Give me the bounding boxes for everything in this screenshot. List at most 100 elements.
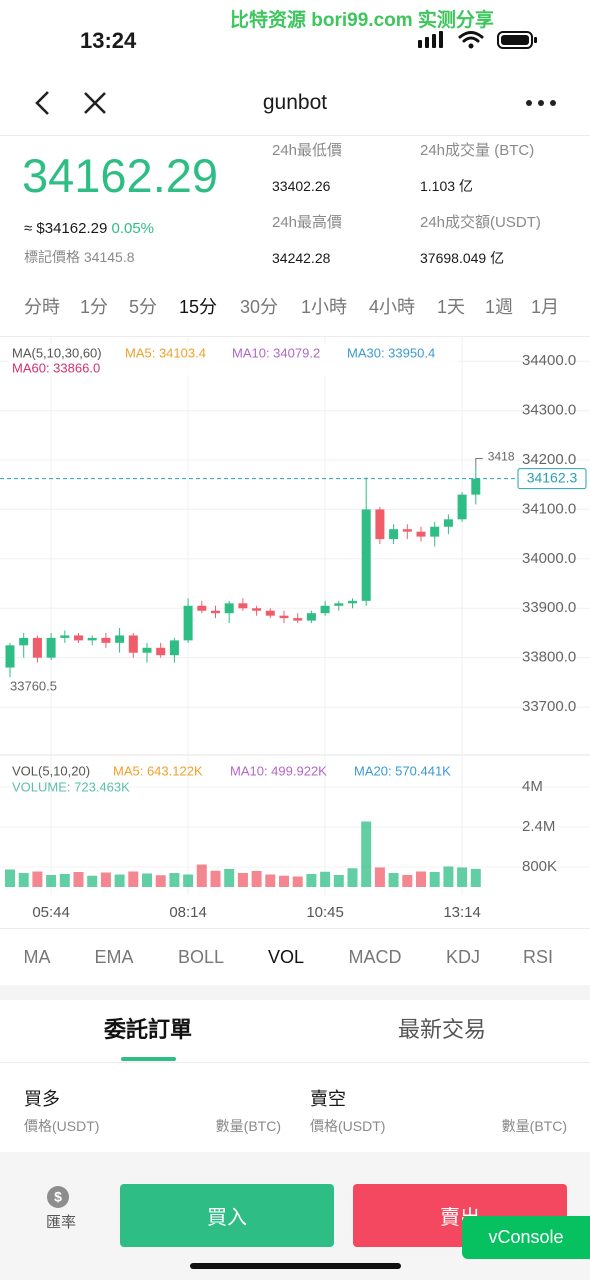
y-tick-label: 4M (522, 778, 543, 795)
volume-bar (333, 875, 344, 887)
stat-label: 24h成交量 (BTC) (420, 142, 535, 159)
legend-entry: MA5: 34103.4 (125, 345, 206, 360)
x-tick-label: 10:45 (306, 904, 344, 921)
volume-bar (73, 872, 84, 887)
indicator-tab[interactable]: MACD (348, 947, 402, 967)
volume-bar (306, 874, 317, 887)
timeframe-tab[interactable]: 15分 (178, 297, 218, 317)
sell-title: 賣空 (310, 1089, 346, 1109)
candle-body (238, 603, 248, 609)
timeframe-tab[interactable]: 1分 (79, 297, 109, 317)
legend-entry: MA10: 499.922K (230, 763, 327, 778)
mark-price: 標記價格 34145.8 (24, 249, 135, 265)
candle-body (471, 478, 481, 495)
timeframe-tab[interactable]: 4小時 (368, 297, 416, 317)
candle-body (402, 529, 412, 532)
candle-body (19, 637, 29, 646)
stat-label: 24h最低價 (272, 142, 343, 159)
rate-label[interactable]: 匯率 (45, 1214, 77, 1231)
x-tick-label: 13:14 (443, 904, 481, 921)
candle-body (389, 529, 399, 540)
timeframe-tab[interactable]: 分時 (24, 297, 60, 317)
candle-body (60, 635, 70, 638)
close-button[interactable] (84, 92, 106, 114)
indicator-tab[interactable]: RSI (522, 947, 554, 967)
last-price: 34162.29 (22, 149, 219, 202)
timeframe-tab[interactable]: 1小時 (300, 297, 348, 317)
vconsole-button[interactable]: vConsole (462, 1216, 590, 1259)
volume-bar (114, 874, 125, 887)
nav-icons (35, 91, 106, 115)
candle-body (224, 603, 234, 614)
candle-body (320, 605, 330, 614)
status-time: 13:24 (80, 28, 137, 53)
home-indicator (190, 1263, 401, 1269)
order-tab[interactable]: 委託訂單 (103, 1017, 193, 1042)
y-tick-label: 34200.0 (522, 451, 576, 468)
candle-body (348, 600, 357, 604)
volume-bar (32, 871, 43, 887)
indicator-tab[interactable]: MA (23, 947, 51, 967)
candle-body (142, 647, 152, 653)
timeframe-tab[interactable]: 1月 (530, 297, 560, 317)
back-button[interactable] (35, 91, 49, 115)
last-price-box (517, 468, 587, 490)
candle-body (430, 526, 440, 537)
candle-body (169, 640, 179, 656)
indicator-tab[interactable]: VOL (267, 947, 305, 967)
candle-body (156, 647, 166, 656)
stat-value: 34242.28 (272, 250, 331, 266)
indicator-tab[interactable]: BOLL (177, 947, 225, 967)
stat-value: 1.103 亿 (420, 178, 473, 194)
low-label: 33760.5 (10, 679, 57, 694)
timeframe-tab[interactable]: 1天 (436, 297, 466, 317)
candle-body (293, 618, 303, 621)
y-tick-label: 800K (522, 858, 557, 875)
stat-value: 37698.049 亿 (420, 250, 505, 266)
candle-body (334, 603, 344, 606)
more-button[interactable] (525, 97, 559, 109)
volume-bar (388, 873, 399, 887)
timeframe-tab[interactable]: 5分 (128, 297, 158, 317)
candle-body (197, 605, 207, 611)
section-gap (0, 985, 590, 1000)
volume-bar (169, 873, 180, 887)
candle-body (457, 494, 467, 520)
column-header: 價格(USDT) (24, 1118, 100, 1134)
volume-bar (374, 867, 385, 887)
candle-body (87, 637, 97, 641)
volume-bar (279, 875, 289, 887)
stat-label: 24h最高價 (272, 214, 343, 231)
status-icons (418, 31, 537, 49)
legend-entry: MA5: 643.122K (113, 763, 203, 778)
volume-label: VOLUME: 723.463K (12, 779, 130, 794)
timeframe-tab[interactable]: 30分 (239, 297, 279, 317)
usd-price: ≈ $34162.29 0.05% (24, 221, 154, 236)
candle-body (211, 610, 220, 614)
divider (0, 928, 590, 929)
candle-body (265, 610, 275, 616)
column-header: 數量(BTC) (215, 1118, 281, 1134)
rate-icon[interactable]: $ (46, 1185, 70, 1209)
volume-bar (210, 870, 221, 887)
timeframe-tab[interactable]: 1週 (484, 297, 514, 317)
indicator-tab[interactable]: KDJ (445, 947, 481, 967)
high-label: 3418 (488, 450, 515, 464)
candle-body (443, 519, 453, 527)
candle-body (46, 637, 56, 658)
candle-body (115, 635, 125, 643)
volume-bar (87, 875, 98, 887)
candle-body (128, 635, 138, 653)
volume-bar (18, 873, 29, 887)
buy-title: 買多 (24, 1089, 60, 1109)
usd-price-text: ≈ $34162.29 (24, 220, 108, 237)
tab-underline (121, 1057, 176, 1061)
y-tick-label: 33700.0 (522, 698, 576, 715)
candle-body (101, 637, 111, 643)
volume-bar (470, 868, 481, 887)
order-tab[interactable]: 最新交易 (397, 1017, 487, 1042)
buy-button[interactable]: 買入 (120, 1184, 334, 1247)
volume-bar (292, 876, 303, 887)
indicator-tab[interactable]: EMA (94, 947, 134, 967)
page-title: gunbot (262, 91, 328, 114)
